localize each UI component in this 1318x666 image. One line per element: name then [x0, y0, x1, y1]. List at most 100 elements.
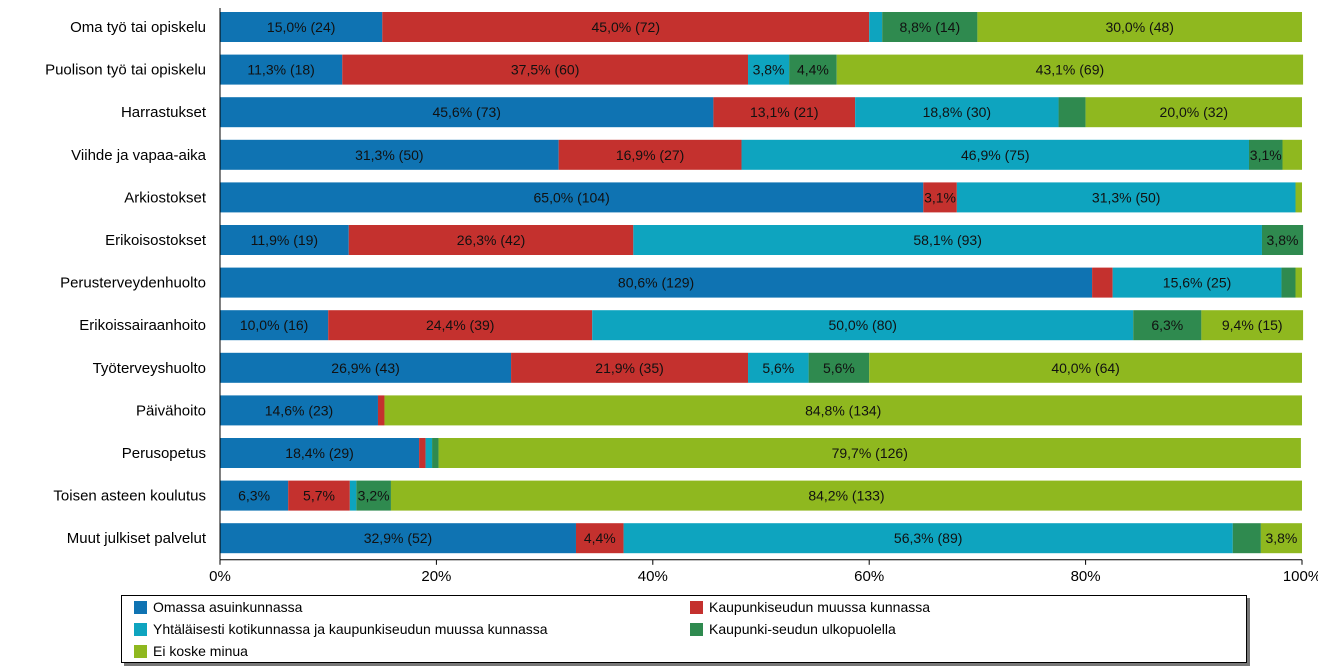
data-label: 84,2% (133) [808, 488, 884, 504]
data-label: 11,9% (19) [251, 232, 318, 248]
legend-label: Ei koske minua [153, 643, 248, 659]
legend-swatch [134, 644, 147, 658]
bar-segment [342, 54, 749, 85]
bar-segment [1281, 267, 1296, 298]
bar-segment [1085, 97, 1302, 128]
data-label: 65,0% (104) [534, 189, 610, 205]
bar-segment [1133, 310, 1202, 341]
x-tick-label: 0% [209, 568, 231, 585]
bar-segment [1260, 523, 1302, 554]
x-tick-label: 60% [854, 568, 884, 585]
data-label: 8,8% (14) [899, 19, 960, 35]
data-label: 20,0% (32) [1160, 104, 1228, 120]
bar-segment [1112, 267, 1282, 298]
legend-swatch [134, 622, 147, 636]
bar-segment [1092, 267, 1113, 298]
category-label: Oma työ tai opiskelu [70, 19, 206, 36]
data-label: 26,3% (42) [457, 232, 525, 248]
category-label: Päivähoito [136, 402, 206, 419]
bar-segment [288, 480, 350, 511]
bar-segment [419, 438, 426, 468]
legend-item-yhtalaisesti: Yhtäläisesti kotikunnassa ja kaupunkiseu… [134, 620, 548, 638]
bar-segment [748, 54, 790, 85]
bar-segment [220, 97, 714, 128]
data-label: 3,2% [358, 488, 390, 504]
data-label: 31,3% (50) [1092, 189, 1160, 205]
data-label: 26,9% (43) [331, 360, 399, 376]
category-label: Harrastukset [121, 104, 207, 121]
legend-item-ei-koske-minua: Ei koske minua [134, 642, 248, 660]
bar-segment [356, 480, 391, 511]
category-label: Erikoisostokset [105, 232, 207, 249]
bar-segment [1232, 523, 1261, 554]
bar-segment [220, 395, 378, 426]
data-label: 45,6% (73) [432, 104, 500, 120]
bar-segment [220, 267, 1093, 298]
data-label: 4,4% [797, 62, 829, 78]
bar-segment [377, 395, 385, 426]
category-label: Perusopetus [122, 445, 206, 462]
data-label: 16,9% (27) [616, 147, 684, 163]
bar-segment [923, 182, 957, 213]
bar-segment [748, 352, 809, 383]
data-label: 79,7% (126) [832, 445, 908, 461]
legend-swatch [690, 600, 703, 614]
data-label: 46,9% (75) [961, 147, 1029, 163]
data-label: 10,0% (16) [240, 317, 308, 333]
category-label: Työterveyshuolto [93, 360, 206, 377]
data-label: 3,8% [753, 62, 785, 78]
data-label: 30,0% (48) [1105, 19, 1173, 35]
bar-segment [220, 139, 559, 170]
bar-segment [623, 523, 1233, 554]
bar-segment [633, 225, 1262, 255]
bar-segment [575, 523, 624, 554]
bar-segment [977, 12, 1302, 42]
bar-segment [789, 54, 837, 85]
bar-segment [348, 225, 634, 255]
data-label: 50,0% (80) [828, 317, 896, 333]
bar-segment [869, 12, 883, 42]
legend-label: Kaupunki-seudun ulkopuolella [709, 621, 896, 637]
bar-segment [1248, 139, 1283, 170]
data-label: 5,7% [303, 488, 335, 504]
bar-segment [836, 54, 1304, 85]
legend-item-kaupunkiseudun-ulkopuolella: Kaupunki-seudun ulkopuolella [690, 620, 896, 638]
bar-segment [855, 97, 1059, 128]
bar-segment [349, 480, 357, 511]
data-label: 15,0% (24) [267, 19, 335, 35]
data-label: 58,1% (93) [913, 232, 981, 248]
stacked-bar-chart: Oma työ tai opiskelu 15,0% (24) 45,0% (72)… [45, 8, 1318, 585]
data-label: 9,4% (15) [1222, 317, 1283, 333]
data-label: 21,9% (35) [595, 360, 663, 376]
bar-segment [382, 12, 870, 42]
bar-segment [882, 12, 978, 42]
x-tick-label: 20% [421, 568, 451, 585]
bar-segment [425, 438, 433, 468]
data-label: 3,1% [924, 189, 956, 205]
data-label: 15,6% (25) [1163, 275, 1231, 291]
category-label: Toisen asteen koulutus [53, 488, 206, 505]
bar-segment [1201, 310, 1304, 341]
legend-item-kaupunkiseudun-muussa-kunnassa: Kaupunkiseudun muussa kunnassa [690, 598, 930, 616]
category-label: Viihde ja vapaa-aika [71, 147, 206, 164]
legend-swatch [134, 600, 147, 614]
x-tick-label: 40% [638, 568, 668, 585]
bar-segment [1058, 97, 1086, 128]
bar-segment [220, 480, 289, 511]
bar-segment [328, 310, 593, 341]
data-label: 31,3% (50) [355, 147, 423, 163]
bar-segment [220, 225, 349, 255]
data-label: 3,8% [1267, 232, 1299, 248]
data-label: 18,8% (30) [923, 104, 991, 120]
legend-label: Omassa asuinkunnassa [153, 599, 303, 615]
x-tick-label: 80% [1071, 568, 1101, 585]
bar-segment [390, 480, 1303, 511]
data-label: 5,6% [762, 360, 794, 376]
bar-segment [592, 310, 1134, 341]
bar-segment [741, 139, 1249, 170]
category-label: Puolison työ tai opiskelu [45, 62, 206, 79]
category-label: Perusterveydenhuolto [60, 275, 206, 292]
legend-swatch [690, 622, 703, 636]
bar-segment [220, 523, 576, 554]
bar-segment [384, 395, 1303, 426]
